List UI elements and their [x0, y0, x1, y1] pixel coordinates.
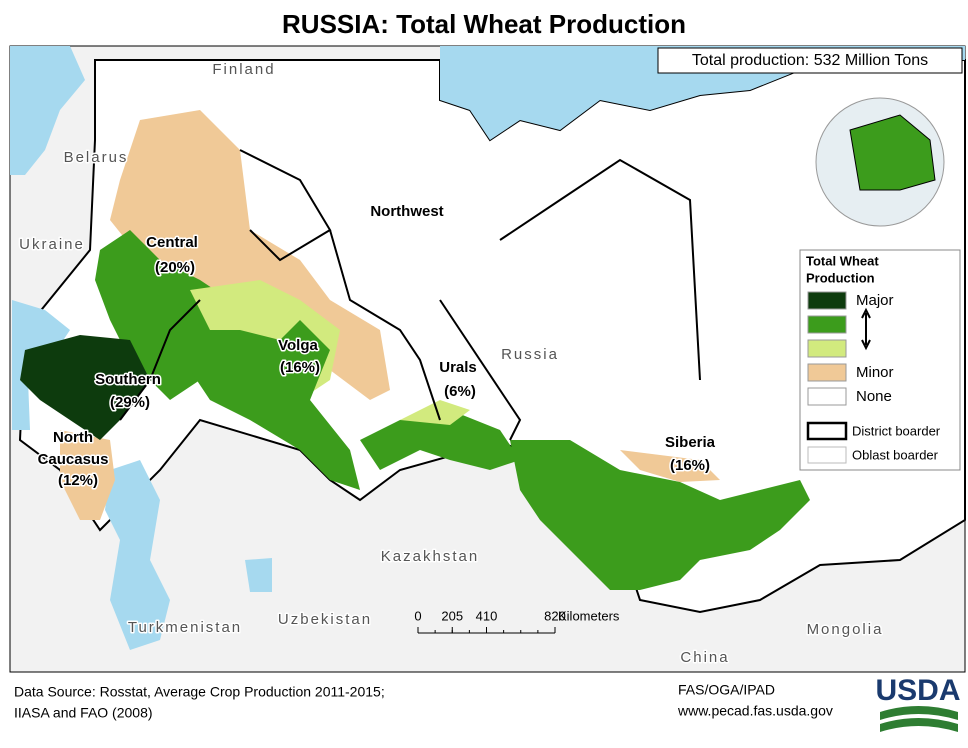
legend: Total Wheat Production District boarder … [799, 249, 961, 471]
legend-swatch [807, 387, 847, 406]
district-share: (16%) [670, 457, 710, 474]
legend-label: None [856, 388, 892, 405]
arctic-ocean [440, 46, 965, 140]
legend-swatch [807, 363, 847, 382]
legend-title: Total Wheat [806, 253, 879, 268]
aral-sea [245, 558, 272, 592]
title: RUSSIA: Total Wheat Production [282, 9, 686, 39]
total-box [657, 47, 963, 74]
zone-medium [510, 440, 810, 590]
globe-russia [849, 114, 936, 191]
source: Data Source: Rosstat, Average Crop Produ… [14, 684, 385, 700]
total-production: Total production: 532 Million Tons [692, 52, 928, 69]
district-name: Volga [278, 337, 318, 354]
scale-label: 410 [476, 608, 498, 623]
country-label: Russia [501, 346, 559, 363]
zone-minor [60, 430, 115, 520]
legend-label: Major [856, 292, 894, 309]
legend-swatch [807, 291, 847, 310]
legend-box [799, 249, 961, 471]
country-label: Belarus [64, 149, 129, 166]
district-share: (16%) [280, 359, 320, 376]
usda-logo-waves [880, 706, 958, 732]
legend-swatch [807, 315, 847, 334]
zone-minor [620, 450, 720, 482]
district-border [239, 149, 332, 262]
district-border-swatch [806, 421, 848, 441]
district-name: North [53, 429, 93, 446]
country-label: Kazakhstan [381, 548, 479, 565]
district-name: Siberia [665, 434, 716, 451]
district-border [439, 299, 522, 441]
caspian-sea [105, 460, 170, 650]
district-name: Caucasus [38, 451, 109, 468]
country-label: Turkmenistan [128, 619, 242, 636]
country-label: Mongolia [807, 621, 884, 638]
map [9, 45, 966, 673]
district-name: Southern [95, 371, 161, 388]
zone-major [20, 335, 150, 440]
baltic-sea [10, 46, 85, 175]
scale-label: 205 [441, 608, 463, 623]
district-share: (20%) [155, 259, 195, 276]
agency: www.pecad.fas.usda.gov [677, 703, 833, 719]
zone-medium [170, 320, 360, 490]
district-share: (12%) [58, 472, 98, 489]
country-label: China [680, 649, 729, 666]
district-name: Northwest [370, 203, 443, 220]
zone-light [400, 400, 470, 425]
scale-unit: Kilometers [558, 608, 620, 623]
zone-medium [360, 410, 520, 470]
district-border [329, 229, 441, 421]
district-share: (29%) [110, 394, 150, 411]
usda-logo: USDA [875, 674, 960, 707]
scale-label: 820 [544, 608, 566, 623]
country-label: Uzbekistan [278, 611, 372, 628]
country-label: Ukraine [19, 236, 85, 253]
district-share: (6%) [444, 383, 476, 400]
district-border [499, 158, 701, 381]
legend-arrow [861, 307, 871, 351]
district-name: Central [146, 234, 198, 251]
district-name: Urals [439, 359, 477, 376]
legend-label: District boarder [852, 423, 941, 438]
agency: FAS/OGA/IPAD [678, 682, 775, 698]
legend-label: Oblast boarder [852, 447, 939, 462]
legend-swatch [807, 339, 847, 358]
scale-label: 0 [414, 608, 421, 623]
legend-title: Production [806, 270, 875, 285]
oblast-border-swatch [807, 446, 847, 464]
source: IIASA and FAO (2008) [14, 705, 153, 721]
black-sea [12, 300, 70, 430]
legend-label: Minor [856, 364, 894, 381]
district-border [119, 299, 201, 421]
country-label: Finland [212, 61, 275, 78]
